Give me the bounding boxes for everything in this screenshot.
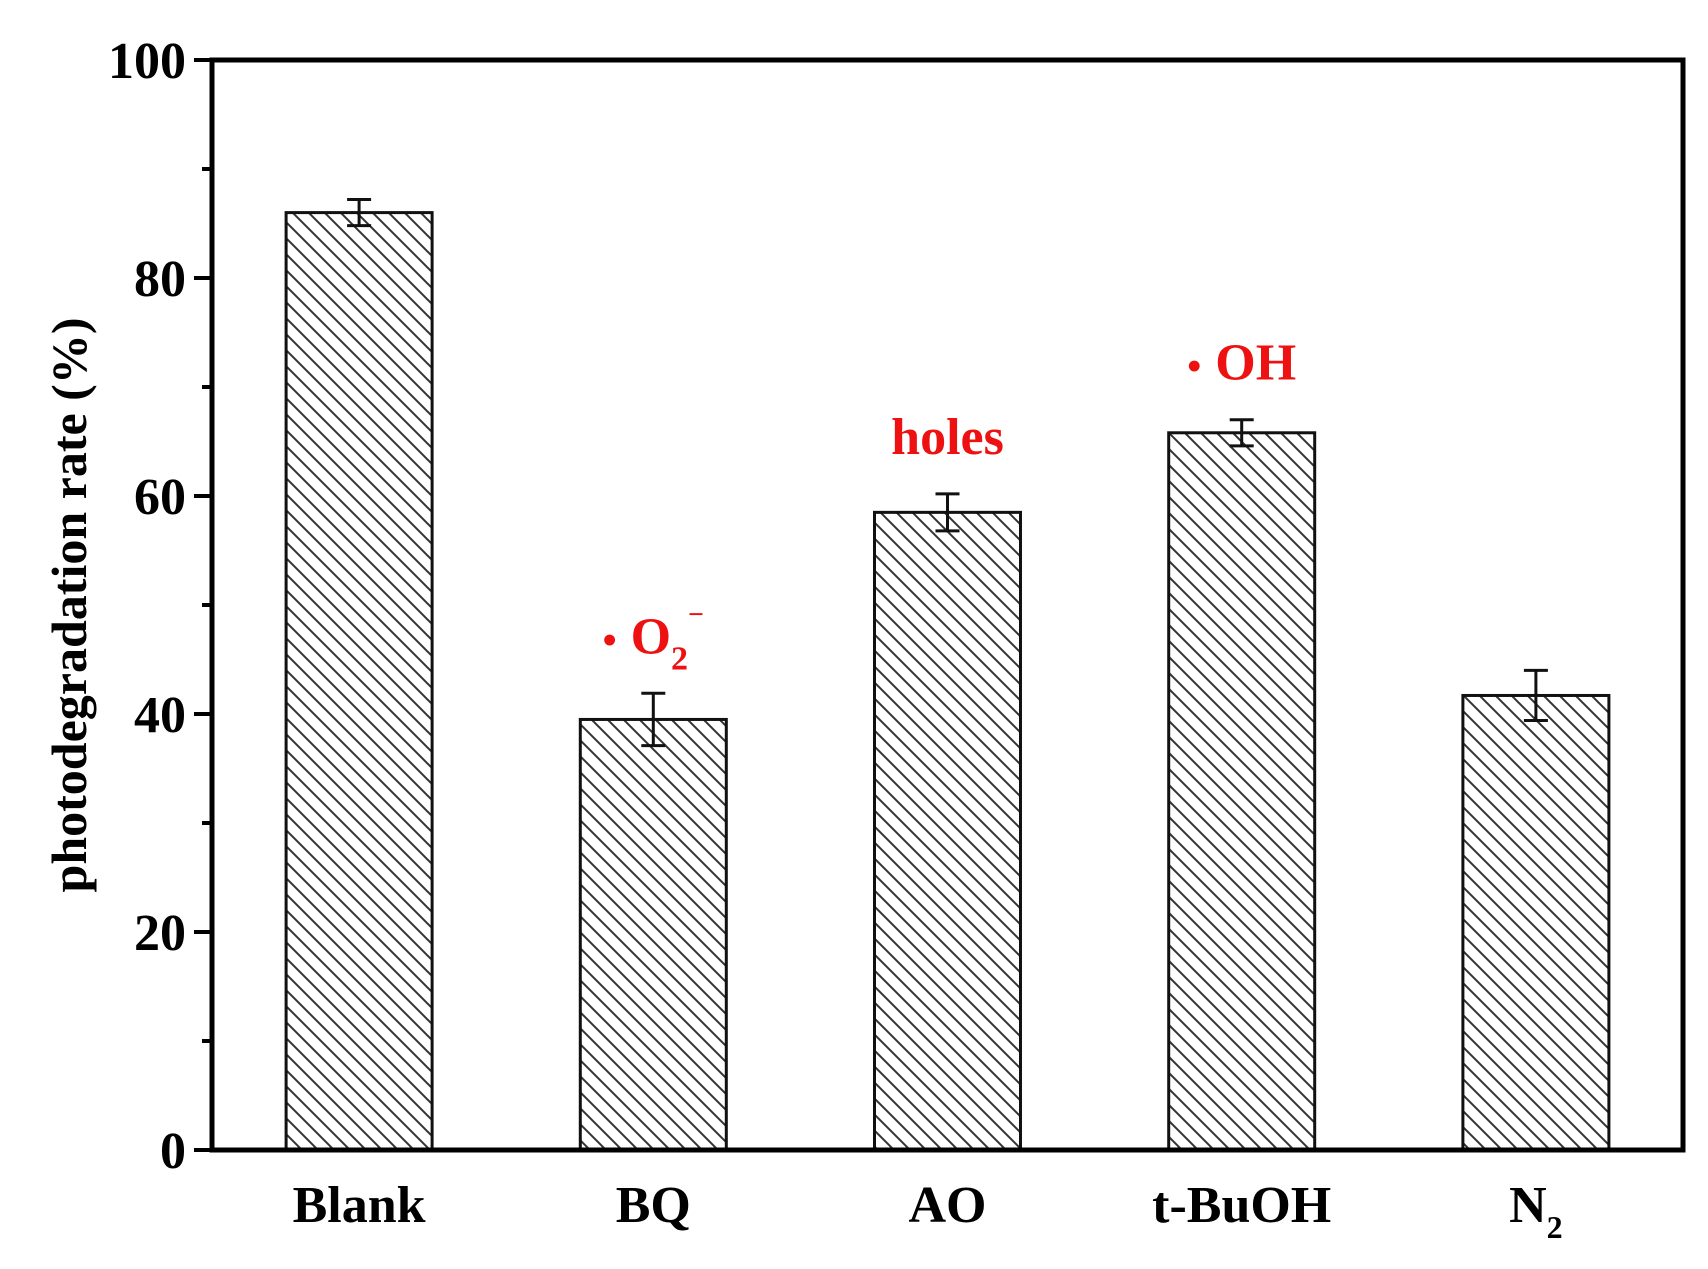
y-tick-label-0: 0 <box>160 1123 186 1180</box>
y-tick-label-100: 100 <box>108 33 186 90</box>
error-bar-ao <box>935 492 960 533</box>
bar-bq <box>578 717 728 1152</box>
y-axis-title: photodegradation rate (%) <box>41 318 97 893</box>
y-tick-label-40: 40 <box>134 687 186 744</box>
bar-tbuoh <box>1167 431 1317 1152</box>
bar-blank <box>284 211 434 1152</box>
y-tick-label-80: 80 <box>134 251 186 308</box>
y-tick-label-20: 20 <box>134 905 186 962</box>
annotation-holes: holes <box>891 409 1004 466</box>
error-bar-tbuoh <box>1229 418 1254 448</box>
annotation-oh: • OH <box>1187 335 1296 392</box>
annotation-o2: • O2− <box>603 599 704 677</box>
bars <box>284 198 1611 1152</box>
error-bar-n2 <box>1523 668 1548 723</box>
y-tick-label-60: 60 <box>134 469 186 526</box>
error-bar-blank <box>347 198 372 228</box>
axes <box>194 57 1686 1153</box>
bar-ao <box>873 510 1022 1152</box>
x-tick-label-tbuoh: t-BuOH <box>1152 1177 1331 1234</box>
labels: 0 20 40 60 80 100 photodegradation rate (%) Bla… <box>41 33 1563 1245</box>
x-tick-label-bq: BQ <box>616 1177 691 1234</box>
error-bar-bq <box>641 691 666 748</box>
x-tick-label-blank: Blank <box>293 1177 426 1234</box>
x-tick-label-n2: N2 <box>1509 1177 1563 1245</box>
bar-n2 <box>1461 693 1611 1152</box>
x-tick-label-ao: AO <box>909 1177 987 1234</box>
